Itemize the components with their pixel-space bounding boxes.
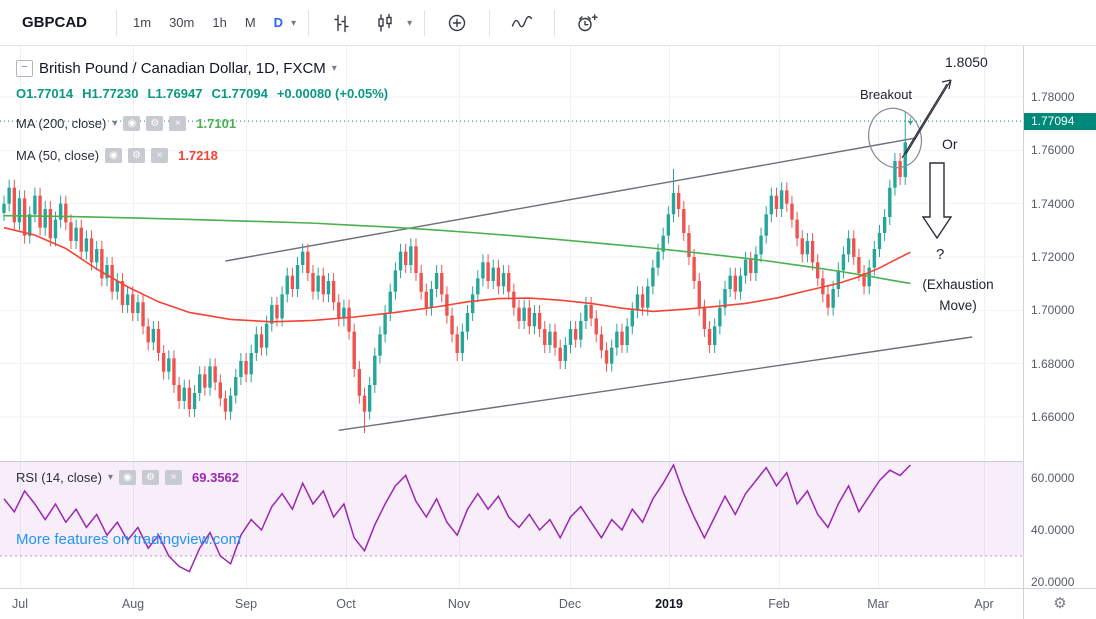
price-chart-pane[interactable] bbox=[0, 45, 1023, 461]
ohlc-values-row: O1.77014 H1.77230 L1.76947 C1.77094 +0.0… bbox=[16, 86, 388, 101]
time-axis-label: Nov bbox=[447, 597, 471, 611]
low-value: L1.76947 bbox=[147, 86, 203, 101]
interval-button-1m[interactable]: 1m bbox=[133, 15, 152, 30]
remove-icon[interactable]: × bbox=[151, 148, 169, 163]
toolbar-separator bbox=[489, 9, 491, 36]
time-axis-label: Feb bbox=[768, 597, 790, 611]
time-axis-label: 2019 bbox=[655, 597, 683, 611]
ma50-value: 1.7218 bbox=[178, 148, 218, 163]
annotation-exhaustion-line1: (Exhaustion bbox=[922, 277, 994, 292]
chevron-down-icon[interactable]: ▾ bbox=[107, 472, 114, 483]
time-axis-label: Aug bbox=[121, 597, 145, 611]
current-price-label: 1.77094 bbox=[1024, 113, 1096, 130]
time-axis[interactable]: ⚙ Jul Aug Sep Oct Nov Dec 2019 Feb Mar Apr bbox=[0, 588, 1096, 619]
symbol-button[interactable]: GBPCAD bbox=[22, 14, 88, 31]
price-axis-label: 1.68000 bbox=[1031, 356, 1075, 371]
annotation-or: Or bbox=[942, 136, 958, 152]
visibility-icon[interactable]: ◉ bbox=[123, 116, 141, 131]
rsi-legend-row: RSI (14, close) ▾ ◉ ⚙ × 69.3562 bbox=[16, 470, 239, 485]
annotation-breakout: Breakout bbox=[860, 87, 913, 102]
price-axis-label: 1.76000 bbox=[1031, 143, 1075, 158]
settings-icon[interactable]: ⚙ bbox=[142, 470, 160, 485]
alarm-clock-plus-icon bbox=[578, 13, 598, 31]
indicator-wave-icon bbox=[511, 15, 533, 27]
ma50-legend-row: MA (50, close) ◉ ⚙ × 1.7218 bbox=[16, 148, 218, 163]
toolbar-separator bbox=[424, 9, 426, 36]
top-toolbar: GBPCAD 1m 30m 1h M D ▾ ▾ bbox=[0, 0, 1096, 46]
annotation-exhaustion-line2: Move) bbox=[939, 298, 977, 313]
interval-group: 1m 30m 1h M D bbox=[127, 15, 291, 30]
price-axis-label: 1.78000 bbox=[1031, 90, 1075, 104]
toolbar-separator bbox=[116, 9, 117, 36]
rsi-value: 69.3562 bbox=[192, 470, 240, 485]
remove-icon[interactable]: × bbox=[169, 116, 187, 131]
time-axis-label: Oct bbox=[336, 597, 356, 611]
chart-style-caret-icon[interactable]: ▾ bbox=[407, 18, 413, 29]
interval-button-D[interactable]: D bbox=[273, 15, 284, 30]
visibility-icon[interactable]: ◉ bbox=[105, 148, 123, 163]
rsi-axis-label: 60.0000 bbox=[1031, 471, 1075, 485]
indicators-button[interactable] bbox=[505, 6, 539, 40]
annotation-question-mark: ? bbox=[936, 246, 945, 263]
time-axis-label: Sep bbox=[234, 597, 258, 611]
price-axis[interactable]: 1.77094 1.78000 1.76000 1.74000 1.72000 1.70… bbox=[1023, 45, 1096, 589]
gear-icon: ⚙ bbox=[1053, 595, 1067, 612]
candlestick-icon bbox=[378, 13, 392, 32]
change-value: +0.00080 (+0.05%) bbox=[276, 86, 389, 101]
rsi-pane[interactable] bbox=[0, 462, 1023, 588]
alerts-button[interactable] bbox=[570, 6, 604, 40]
rsi-axis-label: 40.0000 bbox=[1031, 523, 1075, 537]
time-axis-label: Mar bbox=[867, 597, 889, 611]
compare-plus-icon bbox=[448, 14, 466, 31]
rsi-canvas bbox=[0, 462, 1023, 588]
settings-icon[interactable]: ⚙ bbox=[146, 116, 164, 131]
chevron-down-icon[interactable]: ▾ bbox=[331, 63, 337, 74]
ma200-label: MA (200, close) bbox=[16, 116, 107, 131]
time-axis-label: Apr bbox=[974, 597, 994, 611]
bars-icon bbox=[334, 14, 349, 32]
remove-icon[interactable]: × bbox=[165, 470, 183, 485]
visibility-icon[interactable]: ◉ bbox=[119, 470, 137, 485]
toolbar-separator bbox=[308, 9, 310, 36]
chevron-down-icon[interactable]: ▾ bbox=[112, 118, 118, 129]
settings-icon[interactable]: ⚙ bbox=[128, 148, 146, 163]
annotation-target-price: 1.8050 bbox=[945, 54, 988, 70]
chart-legend-title-row: − British Pound / Canadian Dollar, 1D, F… bbox=[16, 60, 337, 77]
close-value: C1.77094 bbox=[211, 86, 268, 101]
bar-style-button[interactable] bbox=[324, 6, 358, 40]
interval-button-1h[interactable]: 1h bbox=[212, 15, 227, 30]
time-axis-label: Jul bbox=[12, 597, 28, 611]
price-axis-label: 1.72000 bbox=[1031, 250, 1075, 264]
price-axis-label: 1.70000 bbox=[1031, 303, 1075, 318]
collapse-pane-icon[interactable]: − bbox=[16, 60, 33, 77]
interval-button-M[interactable]: M bbox=[244, 15, 256, 30]
time-axis-settings-button[interactable]: ⚙ bbox=[1023, 589, 1096, 619]
ma200-value: 1.7101 bbox=[196, 116, 237, 131]
price-axis-label: 1.74000 bbox=[1031, 196, 1075, 211]
ma200-legend-row: MA (200, close) ▾ ◉ ⚙ × 1.7101 bbox=[16, 116, 236, 131]
price-chart-canvas bbox=[0, 45, 1023, 461]
interval-button-30m[interactable]: 30m bbox=[169, 15, 195, 30]
time-axis-label: Dec bbox=[558, 597, 582, 611]
open-value: O1.77014 bbox=[16, 86, 74, 101]
compare-button[interactable] bbox=[440, 6, 474, 40]
interval-menu-caret-icon[interactable]: ▾ bbox=[291, 18, 297, 29]
toolbar-separator bbox=[554, 9, 556, 36]
price-axis-label: 1.66000 bbox=[1031, 410, 1075, 424]
ma50-label: MA (50, close) bbox=[16, 148, 100, 163]
chart-title[interactable]: British Pound / Canadian Dollar, 1D, FXC… bbox=[39, 60, 326, 77]
candle-style-button[interactable] bbox=[368, 6, 402, 40]
annotation-exhaustion: (Exhaustion Move) bbox=[900, 274, 1016, 316]
rsi-label: RSI (14, close) bbox=[16, 470, 102, 485]
pane-separator[interactable] bbox=[0, 461, 1096, 462]
tradingview-watermark-link[interactable]: More features on tradingview.com bbox=[16, 531, 242, 548]
high-value: H1.77230 bbox=[82, 86, 139, 101]
rsi-axis-label: 20.0000 bbox=[1031, 575, 1075, 589]
